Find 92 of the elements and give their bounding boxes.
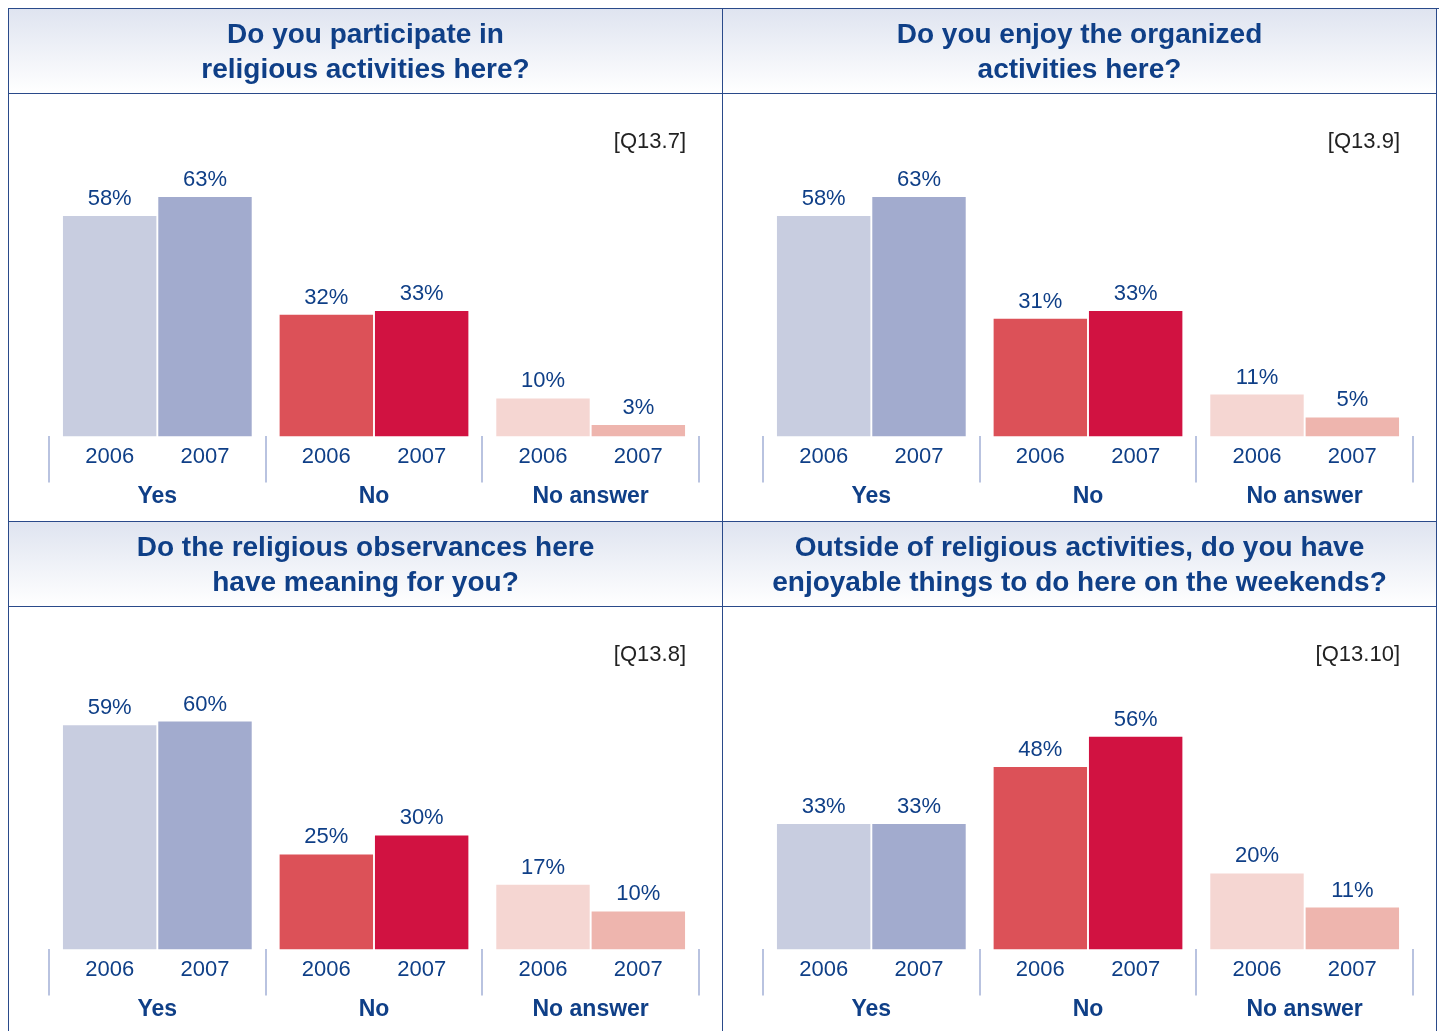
text: 2007 — [1111, 956, 1161, 982]
data-label: 58% — [87, 185, 132, 211]
legend-label: 2006 — [85, 443, 135, 469]
text: [Q13.7] — [613, 128, 686, 154]
data-label: 10% — [520, 367, 566, 393]
series-label: 2007 — [894, 956, 944, 982]
text: 2006 — [301, 956, 351, 982]
bar — [1088, 311, 1183, 437]
x-tick-label: No answer — [532, 994, 649, 1021]
series-label: 2007 — [894, 443, 944, 469]
bar — [872, 197, 966, 437]
bar — [1088, 736, 1183, 950]
bar — [872, 824, 966, 950]
chart-title: Do you participate in religious activities here? — [9, 9, 722, 94]
data-label: 20% — [1234, 842, 1280, 868]
bar — [374, 311, 469, 437]
text: 2006 — [1015, 443, 1065, 469]
x-tick-label: Yes — [851, 994, 892, 1021]
bar — [496, 884, 590, 950]
x-tick-label: No — [1072, 994, 1104, 1021]
bar — [776, 824, 871, 950]
x-tick-label: No — [358, 994, 390, 1021]
bar — [1305, 417, 1400, 437]
bar — [62, 216, 157, 437]
data-label: 33% — [801, 793, 846, 819]
x-tick-label: No — [358, 481, 390, 508]
data-label: 33% — [1113, 280, 1158, 306]
text: 2007 — [397, 443, 447, 469]
x-tick-label: Yes — [137, 994, 178, 1021]
data-label: 60% — [182, 690, 228, 716]
bar — [993, 318, 1088, 437]
text: 2006 — [518, 443, 568, 469]
data-label: 11% — [1331, 876, 1374, 902]
chart-title: Do the religious observances here have meaning for you? — [9, 522, 722, 607]
data-label: 32% — [304, 283, 349, 309]
data-label: 33% — [399, 280, 444, 306]
x-tick-label: No answer — [532, 481, 649, 508]
text: 2007 — [1111, 443, 1161, 469]
x-tick-label: No — [1072, 481, 1104, 508]
bar — [279, 314, 374, 437]
bar — [158, 197, 252, 437]
bar — [1210, 394, 1304, 437]
data-label: 3% — [622, 394, 655, 420]
data-label: 11% — [1235, 363, 1279, 389]
chart-title: Outside of religious activities, do you have enjoyable things to do here on the weekends? — [723, 522, 1436, 607]
data-label: 17% — [520, 853, 566, 879]
data-label: 58% — [801, 185, 846, 211]
data-label: 56% — [1113, 705, 1158, 731]
bar — [158, 721, 252, 950]
text: 2007 — [613, 956, 663, 982]
text: 2007 — [613, 443, 663, 469]
text: 2006 — [1232, 443, 1282, 469]
x-tick-label: Yes — [851, 481, 892, 508]
text: [Q13.8] — [613, 641, 686, 667]
text: 2006 — [518, 956, 568, 982]
data-label: 30% — [399, 804, 444, 830]
x-tick-label: No answer — [1246, 994, 1363, 1021]
bar — [1305, 907, 1400, 950]
bar — [993, 767, 1088, 950]
bar — [279, 854, 374, 950]
data-label: 33% — [896, 793, 942, 819]
text: 2006 — [1232, 956, 1282, 982]
bar — [1210, 873, 1304, 950]
text: [Q13.9] — [1327, 128, 1400, 154]
bar — [591, 425, 686, 437]
legend-label: 2006 — [85, 956, 135, 982]
text: 2006 — [1015, 956, 1065, 982]
text: 2007 — [397, 956, 447, 982]
bar — [496, 398, 590, 437]
series-label: 2007 — [180, 443, 230, 469]
legend-label: 2006 — [799, 956, 849, 982]
data-label: 63% — [182, 166, 228, 192]
data-label: 10% — [616, 880, 661, 906]
data-label: 25% — [304, 823, 349, 849]
text: 2006 — [301, 443, 351, 469]
bar — [62, 725, 157, 950]
bar — [374, 835, 469, 950]
text: [Q13.10] — [1315, 641, 1400, 667]
text: 2007 — [1327, 443, 1377, 469]
legend-label: 2006 — [799, 443, 849, 469]
text: 2007 — [1327, 956, 1377, 982]
data-label: 59% — [87, 694, 132, 720]
data-label: 63% — [896, 166, 942, 192]
x-tick-label: Yes — [137, 481, 178, 508]
data-label: 31% — [1018, 287, 1063, 313]
bar — [591, 911, 686, 950]
series-label: 2007 — [180, 956, 230, 982]
x-tick-label: No answer — [1246, 481, 1363, 508]
bar — [776, 216, 871, 437]
data-label: 48% — [1018, 736, 1063, 762]
data-label: 5% — [1336, 386, 1369, 412]
chart-title: Do you enjoy the organized activities here? — [723, 9, 1436, 94]
